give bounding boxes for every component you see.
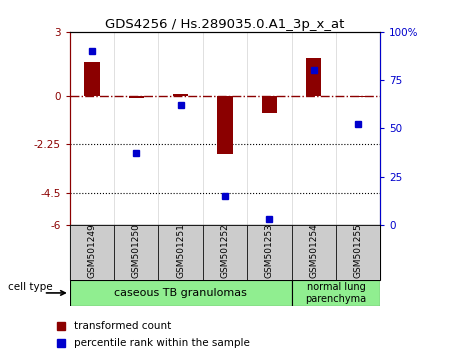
Text: GSM501249: GSM501249	[87, 223, 96, 278]
Text: GSM501250: GSM501250	[132, 223, 141, 278]
Title: GDS4256 / Hs.289035.0.A1_3p_x_at: GDS4256 / Hs.289035.0.A1_3p_x_at	[105, 18, 345, 31]
Bar	[114, 225, 158, 280]
Bar	[203, 225, 247, 280]
Text: caseous TB granulomas: caseous TB granulomas	[114, 288, 247, 298]
Text: GSM501255: GSM501255	[354, 223, 363, 278]
Text: GSM501252: GSM501252	[220, 223, 230, 278]
Text: GSM501254: GSM501254	[309, 223, 318, 278]
Bar	[261, 96, 277, 113]
Bar	[217, 96, 233, 154]
Bar	[173, 94, 189, 96]
Bar	[292, 225, 336, 280]
Bar	[247, 225, 292, 280]
Bar	[129, 96, 144, 98]
Bar	[350, 96, 366, 97]
Bar	[292, 280, 380, 306]
Bar	[70, 225, 114, 280]
Bar	[306, 58, 321, 96]
Text: GSM501251: GSM501251	[176, 223, 185, 278]
Text: normal lung
parenchyma: normal lung parenchyma	[306, 282, 366, 304]
Bar	[336, 225, 380, 280]
Bar	[158, 225, 203, 280]
Text: percentile rank within the sample: percentile rank within the sample	[74, 338, 250, 348]
Bar	[70, 280, 292, 306]
Bar	[84, 62, 100, 96]
Text: cell type: cell type	[8, 282, 52, 292]
Text: GSM501253: GSM501253	[265, 223, 274, 278]
Text: transformed count: transformed count	[74, 321, 171, 331]
